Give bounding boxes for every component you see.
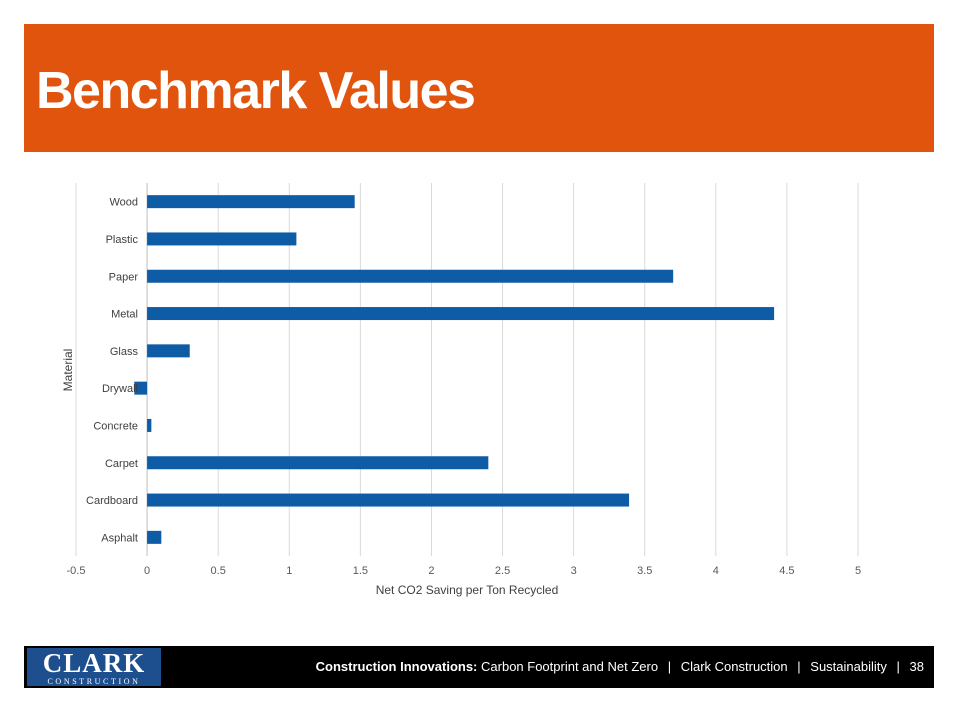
footer-course-title: Carbon Footprint and Net Zero (481, 659, 659, 674)
category-label: Glass (110, 346, 139, 358)
logo-wordmark: CLARK (42, 648, 146, 678)
x-tick-label: 3 (571, 565, 577, 577)
bar (147, 232, 297, 246)
category-label: Metal (111, 309, 138, 321)
category-label: Cardboard (86, 495, 138, 507)
x-tick-label: 5 (855, 565, 861, 577)
logo-subtitle: CONSTRUCTION (47, 677, 141, 686)
footer-bar: CLARK CONSTRUCTION Construction Innovati… (24, 646, 934, 688)
category-label: Paper (109, 271, 139, 283)
x-tick-label: 3.5 (637, 565, 652, 577)
x-tick-label: 4 (713, 565, 719, 577)
footer-course-label: Construction Innovations: (315, 659, 478, 674)
bar (147, 307, 775, 321)
bar-chart: -0.5 0 0.5 1 1.5 2 2.5 3 3.5 4 4.5 5 Wood Plastic Pape… (61, 183, 861, 597)
x-tick-label: -0.5 (67, 565, 86, 577)
footer-separator: | (667, 659, 672, 674)
bar (147, 493, 630, 507)
category-label: Plastic (106, 234, 139, 246)
bar (147, 195, 355, 209)
x-tick-label: 0.5 (211, 565, 226, 577)
title-banner (24, 24, 934, 152)
footer-section: Sustainability (810, 659, 887, 674)
bar (134, 381, 148, 395)
y-axis-title: Material (61, 349, 75, 392)
category-label: Carpet (105, 458, 138, 470)
x-tick-label: 4.5 (779, 565, 794, 577)
x-axis-title: Net CO2 Saving per Ton Recycled (376, 583, 559, 597)
slide-title: Benchmark Values (36, 62, 476, 120)
footer-caption: Construction Innovations: Carbon Footpri… (316, 646, 924, 688)
bar (147, 344, 190, 358)
bar (147, 269, 674, 283)
x-tick-label: 1 (286, 565, 292, 577)
footer-company: Clark Construction (680, 659, 788, 674)
bar (147, 418, 152, 432)
category-label: Wood (109, 197, 138, 209)
footer-separator: | (896, 659, 900, 674)
category-label: Drywall (102, 383, 138, 395)
footer-separator: | (797, 659, 801, 674)
bar (147, 530, 162, 544)
x-tick-label: 2 (428, 565, 434, 577)
footer-page-number: 38 (909, 659, 924, 674)
x-tick-label: 0 (144, 565, 150, 577)
x-tick-label: 2.5 (495, 565, 510, 577)
category-label: Asphalt (101, 532, 138, 544)
category-label: Concrete (93, 420, 138, 432)
x-tick-label: 1.5 (353, 565, 368, 577)
clark-logo: CLARK CONSTRUCTION (27, 648, 161, 686)
bar (147, 456, 489, 470)
